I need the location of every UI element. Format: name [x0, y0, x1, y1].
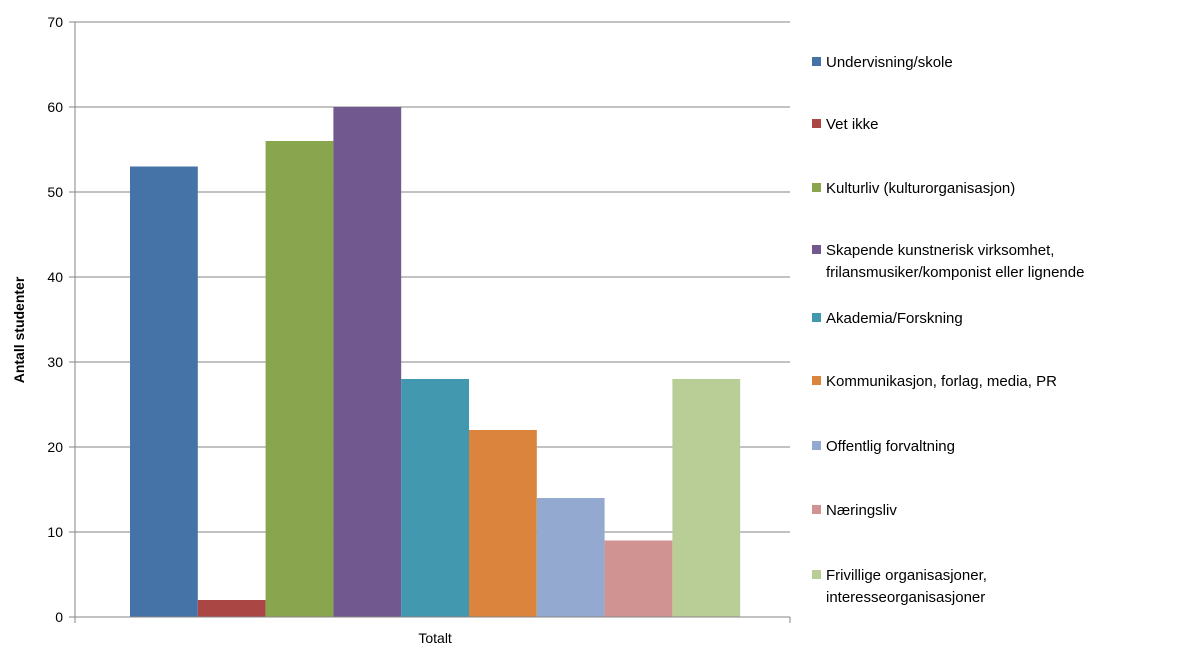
legend-swatch — [812, 183, 821, 192]
legend-swatch — [812, 505, 821, 514]
legend-label: Frivillige organisasjoner, — [826, 567, 987, 584]
legend-item: Næringsliv — [812, 502, 897, 519]
y-tick-label: 30 — [47, 354, 63, 370]
legend-swatch — [812, 119, 821, 128]
legend-label: Undervisning/skole — [826, 54, 953, 71]
x-axis-categories: Totalt — [74, 617, 791, 646]
legend-label: Akademia/Forskning — [826, 310, 963, 327]
legend-item: Akademia/Forskning — [812, 310, 963, 327]
legend-item: Offentlig forvaltning — [812, 438, 955, 455]
legend-label: Kommunikasjon, forlag, media, PR — [826, 373, 1057, 390]
bar — [130, 166, 198, 617]
legend-swatch — [812, 570, 821, 579]
bar — [265, 141, 334, 617]
bar — [469, 430, 537, 617]
legend-swatch — [812, 57, 821, 66]
bar — [604, 540, 673, 617]
legend-label: Næringsliv — [826, 502, 897, 519]
y-tick-label: 0 — [55, 609, 63, 625]
y-tick-label: 50 — [47, 184, 63, 200]
legend-item: Skapende kunstnerisk virksomhet, frilansm… — [812, 242, 1084, 281]
y-tick-label: 10 — [47, 524, 63, 540]
legend-swatch — [812, 313, 821, 322]
legend-label: frilansmusiker/komponist eller lignende — [826, 264, 1084, 281]
legend-label: Skapende kunstnerisk virksomhet, — [826, 242, 1054, 259]
legend-item: Frivillige organisasjoner, interesseorgan… — [812, 567, 987, 606]
legend-label: Vet ikke — [826, 116, 879, 133]
bar — [672, 379, 741, 617]
legend-swatch — [812, 376, 821, 385]
y-axis-ticks: 0 10 20 30 40 50 60 70 — [47, 14, 75, 625]
legend-swatch — [812, 245, 821, 254]
bar — [197, 600, 266, 617]
legend-item: Undervisning/skole — [812, 54, 953, 71]
legend-item: Kulturliv (kulturorganisasjon) — [812, 180, 1015, 197]
y-tick-label: 20 — [47, 439, 63, 455]
x-category-label: Totalt — [418, 630, 452, 646]
legend-label: Offentlig forvaltning — [826, 438, 955, 455]
y-tick-label: 40 — [47, 269, 63, 285]
legend-item: Kommunikasjon, forlag, media, PR — [812, 373, 1057, 390]
bars — [130, 107, 741, 617]
bar — [401, 379, 469, 617]
bar — [536, 498, 605, 617]
legend-item: Vet ikke — [812, 116, 879, 133]
legend-label: interesseorganisasjoner — [826, 589, 985, 606]
legend-swatch — [812, 441, 821, 450]
legend: Undervisning/skole Vet ikke Kulturliv (kul… — [812, 54, 1084, 606]
legend-label: Kulturliv (kulturorganisasjon) — [826, 180, 1015, 197]
y-axis-title: Antall studenter — [11, 276, 27, 383]
y-tick-label: 70 — [47, 14, 63, 30]
y-tick-label: 60 — [47, 99, 63, 115]
bar — [333, 107, 402, 617]
